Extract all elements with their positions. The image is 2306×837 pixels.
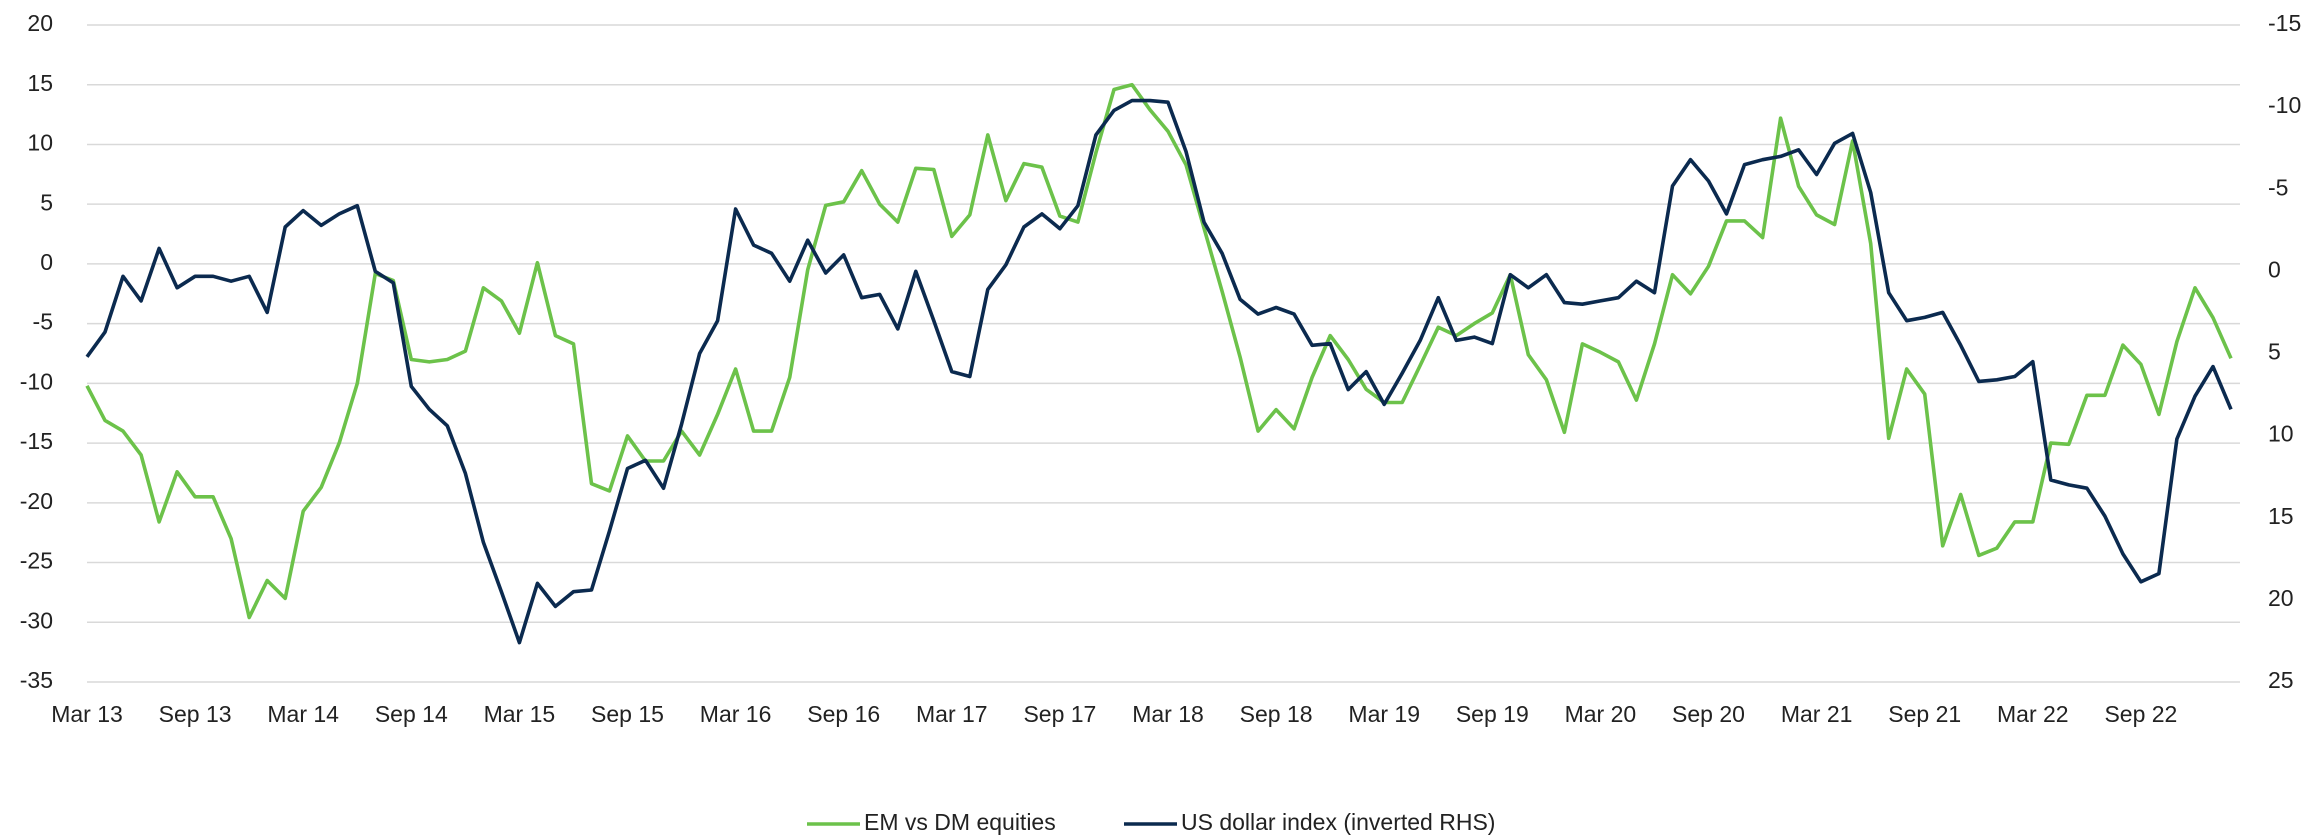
x-tick-label: Mar 18 [1132,701,1204,727]
y-tick-label: -30 [20,607,53,633]
x-tick-label: Mar 14 [267,701,339,727]
y-tick-label: -10 [20,368,53,394]
y2-tick-label: 15 [2268,503,2294,529]
series-line [85,98,2233,645]
y2-tick-label: -10 [2268,92,2301,118]
y-tick-label: 5 [40,189,53,215]
x-tick-label: Mar 15 [484,701,556,727]
y-tick-label: -15 [20,428,53,454]
y2-tick-label: 0 [2268,256,2281,282]
y2-tick-label: -5 [2268,174,2288,200]
y2-tick-label: 5 [2268,339,2281,365]
y2-tick-label: 25 [2268,667,2294,693]
y-tick-label: 10 [27,130,53,156]
x-tick-label: Mar 20 [1565,701,1637,727]
x-tick-label: Mar 13 [51,701,123,727]
x-tick-label: Sep 18 [1240,701,1313,727]
x-tick-label: Sep 15 [591,701,664,727]
x-tick-label: Sep 22 [2104,701,2177,727]
y2-tick-label: 10 [2268,421,2294,447]
y-tick-label: -5 [33,309,53,335]
y-tick-label: 15 [27,70,53,96]
x-tick-label: Mar 21 [1781,701,1853,727]
legend-label: EM vs DM equities [864,809,1056,835]
x-tick-label: Sep 21 [1888,701,1961,727]
y-tick-label: -35 [20,667,53,693]
y2-tick-label: -15 [2268,10,2301,36]
y2-tick-label: 20 [2268,585,2294,611]
y-tick-label: 20 [27,10,53,36]
x-tick-label: Sep 13 [159,701,232,727]
x-tick-label: Sep 14 [375,701,448,727]
y-tick-label: -20 [20,488,53,514]
series-line [85,82,2233,620]
x-tick-label: Mar 19 [1348,701,1420,727]
y-tick-label: -25 [20,548,53,574]
x-tick-label: Sep 19 [1456,701,1529,727]
legend-label: US dollar index (inverted RHS) [1181,809,1495,835]
x-tick-label: Sep 17 [1023,701,1096,727]
y-tick-label: 0 [40,249,53,275]
x-tick-label: Mar 22 [1997,701,2069,727]
x-tick-label: Sep 20 [1672,701,1745,727]
x-tick-label: Mar 17 [916,701,988,727]
x-tick-label: Sep 16 [807,701,880,727]
x-tick-label: Mar 16 [700,701,772,727]
